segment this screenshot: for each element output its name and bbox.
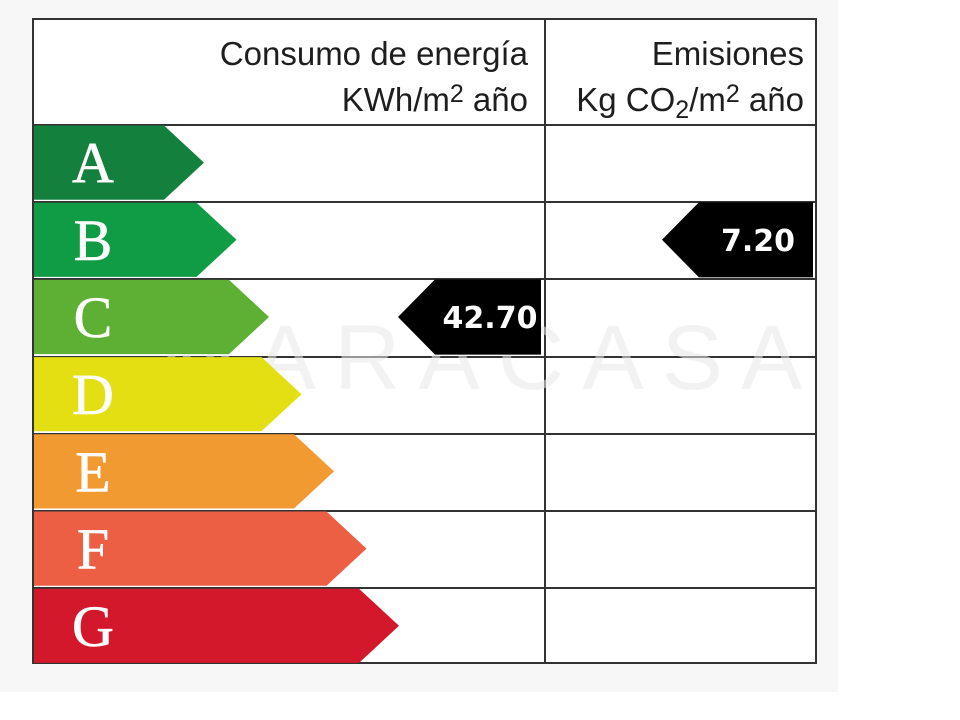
- emissions-unit-mid: /m: [689, 81, 726, 118]
- energy-unit-suffix: año: [463, 81, 528, 118]
- row-divider: [34, 356, 815, 358]
- rating-bar-d: [34, 357, 302, 432]
- emissions-unit-superscript: 2: [725, 80, 740, 108]
- rating-bar-e: [34, 434, 334, 509]
- emissions-unit-prefix: Kg CO: [576, 81, 676, 118]
- rating-letter-d: D: [72, 362, 114, 427]
- rating-letter-c: C: [74, 285, 113, 350]
- emissions-unit-subscript: 2: [675, 96, 690, 124]
- consumption-value: 42.70: [443, 301, 538, 336]
- rating-letter-g: G: [72, 594, 114, 659]
- row-divider: [34, 433, 815, 435]
- energy-unit-superscript: 2: [449, 80, 464, 108]
- emissions-marker: [662, 202, 813, 278]
- row-divider: [34, 587, 815, 589]
- consumption-marker: [398, 279, 541, 355]
- column-divider: [544, 20, 546, 662]
- rating-letter-e: E: [75, 439, 110, 504]
- row-divider: [34, 278, 815, 280]
- emissions-unit-suffix: año: [739, 81, 804, 118]
- rating-bar-a: [34, 125, 204, 200]
- energy-header-unit: KWh/m2 año: [34, 74, 528, 120]
- rating-bar-c: [34, 279, 269, 355]
- energy-unit-prefix: KWh/m: [341, 81, 450, 118]
- rating-letter-a: A: [72, 131, 114, 196]
- emissions-header: Emisiones Kg CO2/m2 año: [546, 20, 817, 124]
- rating-letter-b: B: [74, 208, 113, 273]
- rating-bar-b: [34, 202, 237, 277]
- emissions-header-line1: Emisiones: [651, 35, 804, 72]
- row-divider: [34, 510, 815, 512]
- energy-header-line1: Consumo de energía: [219, 35, 528, 72]
- rating-bar-f: [34, 511, 367, 586]
- rating-bar-g: [34, 588, 399, 663]
- rating-letter-f: F: [77, 517, 109, 582]
- emissions-header-unit: Kg CO2/m2 año: [546, 74, 804, 131]
- row-divider: [34, 124, 815, 126]
- row-divider: [34, 201, 815, 203]
- emissions-value: 7.20: [721, 224, 795, 259]
- energy-consumption-header: Consumo de energía KWh/m2 año: [34, 20, 544, 124]
